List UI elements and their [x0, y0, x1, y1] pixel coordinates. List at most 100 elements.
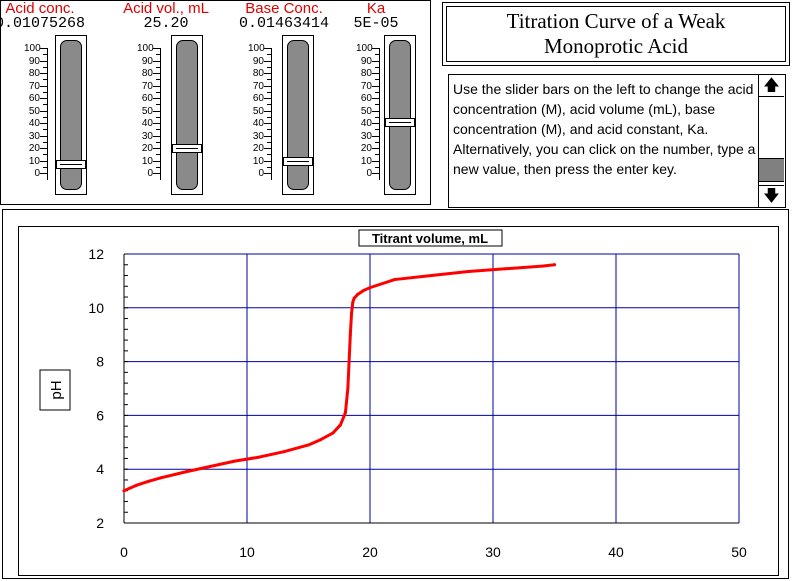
arrow-down-icon: 🡇: [763, 188, 780, 205]
scale-label: 10: [141, 155, 153, 167]
scale-label: 100: [248, 43, 265, 54]
data-point: [350, 311, 354, 315]
slider-scale: 100 90 80 70 60 50 40 30 20 10 0: [356, 44, 380, 180]
title-line-2: Monoprotic Acid: [543, 34, 689, 58]
data-point: [503, 267, 507, 271]
scale-label: 20: [28, 143, 40, 154]
scale-label: 20: [141, 143, 153, 154]
data-point: [233, 459, 237, 463]
y-tick-label: 6: [96, 407, 104, 423]
y-axis-label: pH: [48, 380, 65, 399]
scale-label: 10: [252, 155, 264, 167]
scale-label: 80: [141, 68, 153, 79]
scale-label: 60: [252, 93, 264, 104]
data-point: [346, 387, 350, 390]
scale-label: 100: [137, 43, 154, 54]
slider-track[interactable]: [55, 35, 87, 195]
y-tick-label: 12: [88, 246, 104, 262]
scale-label: 30: [252, 130, 264, 142]
data-point: [159, 476, 163, 480]
scale-label: 70: [141, 80, 153, 92]
scroll-up-button[interactable]: 🡅: [759, 75, 784, 97]
slider-track[interactable]: [171, 35, 203, 195]
chart-title: Titrant volume, mL: [372, 231, 488, 246]
x-tick-label: 0: [120, 544, 128, 560]
x-tick-label: 50: [731, 544, 747, 560]
chart-panel: [2, 209, 789, 579]
slider-thumb[interactable]: [385, 117, 415, 127]
title-line-1: Titration Curve of a Weak: [506, 9, 726, 33]
scale-label: 40: [141, 118, 153, 129]
data-point: [356, 292, 360, 296]
data-point: [208, 465, 212, 469]
scale-label: 10: [28, 155, 40, 167]
y-tick-label: 10: [88, 300, 104, 316]
scale-label: 90: [252, 55, 264, 67]
help-scrollbar[interactable]: 🡅 🡇: [758, 75, 785, 207]
scale-label: 80: [360, 68, 372, 79]
data-point: [307, 443, 310, 447]
scale-label: 100: [356, 43, 373, 54]
scroll-down-button[interactable]: 🡇: [759, 185, 784, 207]
slider-scale: 100 90 80 70 60 50 40 30 20 10 0: [137, 44, 161, 180]
data-point: [393, 278, 397, 282]
scale-label: 0: [366, 168, 372, 179]
data-point: [466, 269, 470, 273]
slider-value-input[interactable]: 0.01463414: [238, 15, 329, 32]
data-point: [319, 438, 323, 442]
scale-label: 80: [252, 68, 264, 79]
data-point: [347, 360, 351, 364]
slider-title: Base Conc.: [245, 0, 323, 17]
slider-track[interactable]: [282, 35, 314, 195]
data-point: [184, 470, 187, 474]
data-point: [351, 300, 355, 304]
chart-title-box: [358, 229, 503, 247]
x-tick-label: 40: [608, 544, 624, 560]
slider-thumb[interactable]: [172, 144, 202, 153]
data-point: [362, 288, 366, 292]
scale-label: 20: [252, 143, 264, 154]
scale-label: 90: [141, 55, 153, 67]
data-point: [553, 263, 556, 267]
scale-label: 70: [360, 80, 372, 92]
scale-label: 20: [360, 143, 372, 154]
scale-label: 0: [34, 168, 40, 179]
slider-title: Acid conc.: [5, 0, 75, 17]
help-text-box: Use the slider bars on the left to chang…: [448, 74, 786, 208]
slider-title: Acid vol., mL: [123, 0, 209, 17]
scale-label: 80: [28, 68, 40, 79]
slider-value-input[interactable]: 25.20: [143, 15, 189, 32]
data-point: [540, 264, 544, 268]
slider-value-input[interactable]: 0.01075268: [0, 15, 85, 32]
data-point: [430, 274, 433, 278]
chart-frame: [18, 226, 779, 576]
slider-scale: 100 90 80 70 60 50 40 30 20 10 0: [248, 44, 272, 180]
scale-label: 70: [252, 80, 264, 92]
data-point: [257, 455, 261, 459]
scale-label: 40: [28, 118, 40, 129]
slider-track[interactable]: [384, 35, 416, 195]
slider-thumb[interactable]: [283, 157, 313, 167]
arrow-up-icon: 🡅: [763, 77, 780, 94]
scale-label: 60: [28, 93, 40, 104]
data-point: [122, 489, 126, 493]
slider-thumb[interactable]: [56, 159, 86, 169]
data-point: [368, 286, 372, 290]
title-box: Titration Curve of a Weak Monoprotic Aci…: [442, 2, 790, 66]
scale-label: 90: [360, 55, 372, 67]
y-axis-label-box: [39, 369, 71, 411]
data-point: [338, 423, 342, 427]
y-tick-label: 8: [96, 354, 104, 370]
data-point: [348, 333, 352, 337]
y-tick-label: 2: [96, 515, 104, 531]
data-point: [352, 296, 356, 300]
scale-label: 60: [360, 93, 372, 104]
scroll-thumb[interactable]: [759, 158, 784, 182]
x-tick-label: 30: [485, 544, 501, 560]
scale-label: 70: [28, 80, 40, 92]
y-tick-label: 4: [96, 461, 104, 477]
scale-label: 0: [147, 168, 153, 179]
slider-value-input[interactable]: 5E-05: [353, 15, 399, 32]
slider-scale: 100 90 80 70 60 50 40 30 20 10 0: [24, 44, 48, 180]
